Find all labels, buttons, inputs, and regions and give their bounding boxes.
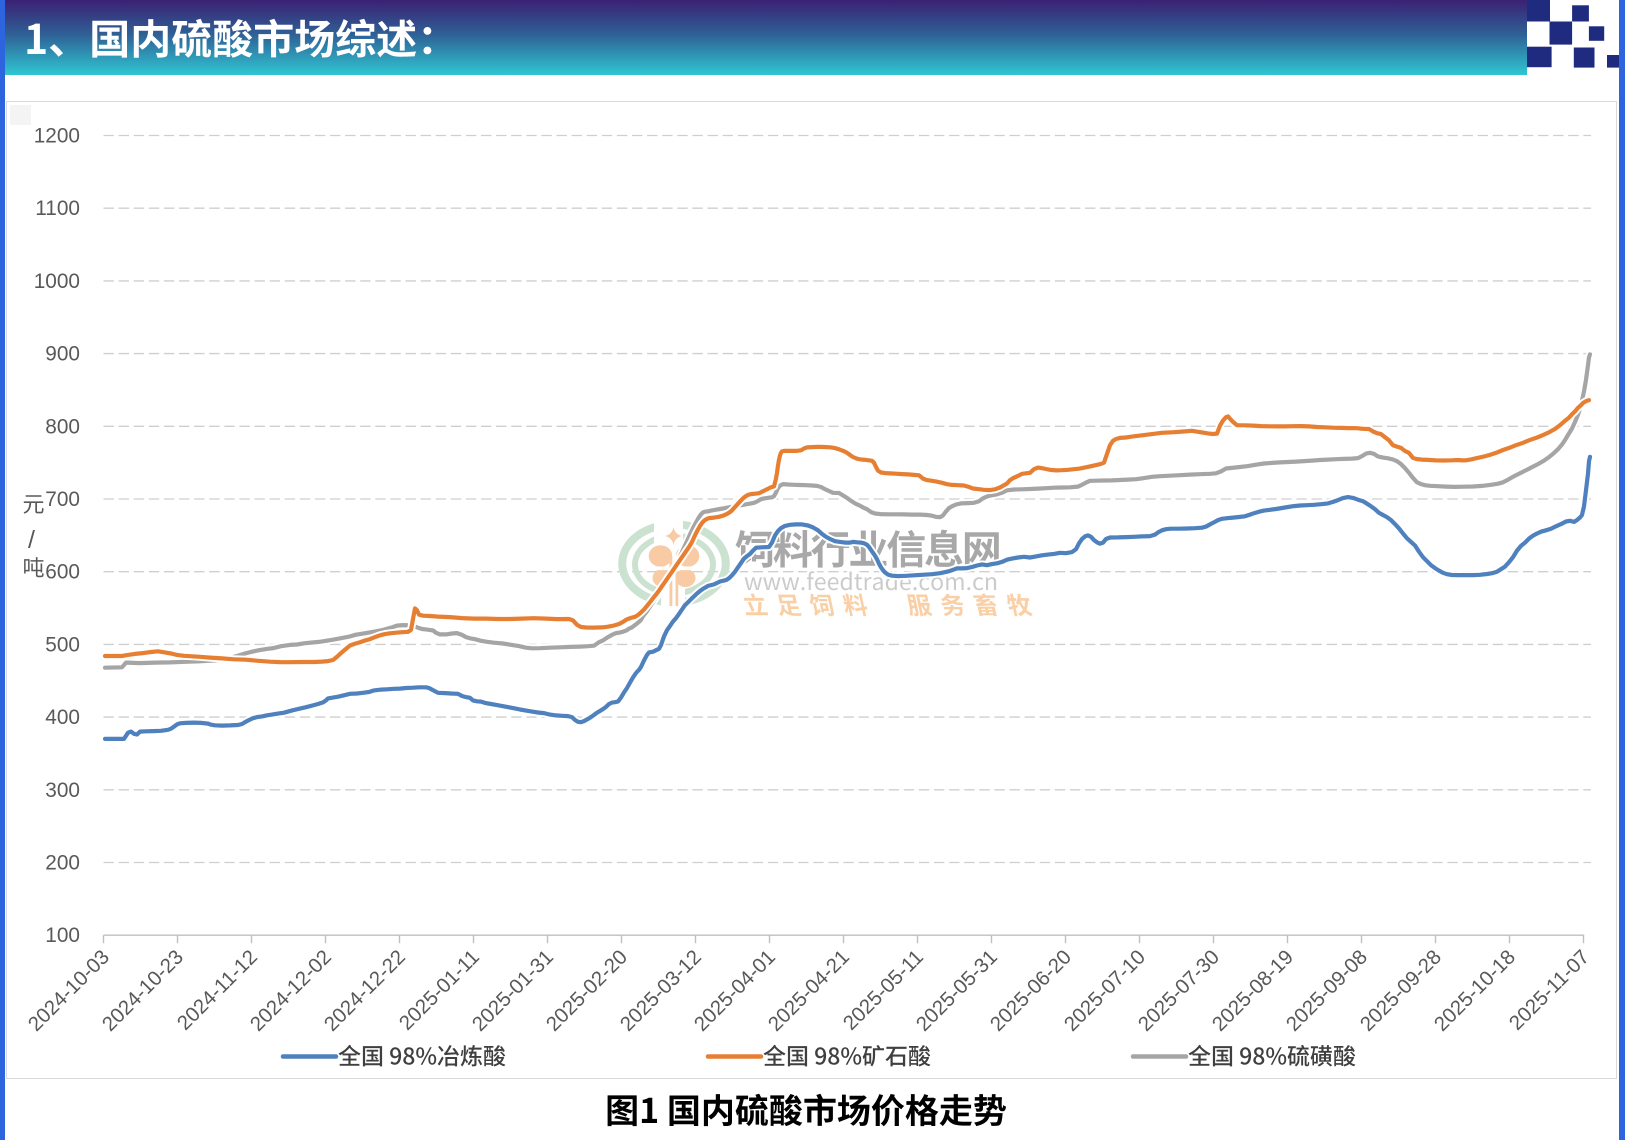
svg-text:800: 800 [45,415,80,438]
svg-text:400: 400 [45,706,80,729]
svg-text:1000: 1000 [34,270,80,293]
svg-text:100: 100 [45,924,80,947]
svg-text:/: / [28,526,35,554]
svg-text:900: 900 [45,343,80,366]
svg-text:200: 200 [45,852,80,875]
svg-text:500: 500 [45,633,80,656]
svg-text:1100: 1100 [35,197,80,220]
svg-text:700: 700 [45,488,80,511]
svg-text:600: 600 [45,561,80,584]
svg-text:300: 300 [45,779,80,802]
svg-text:1200: 1200 [34,125,80,148]
